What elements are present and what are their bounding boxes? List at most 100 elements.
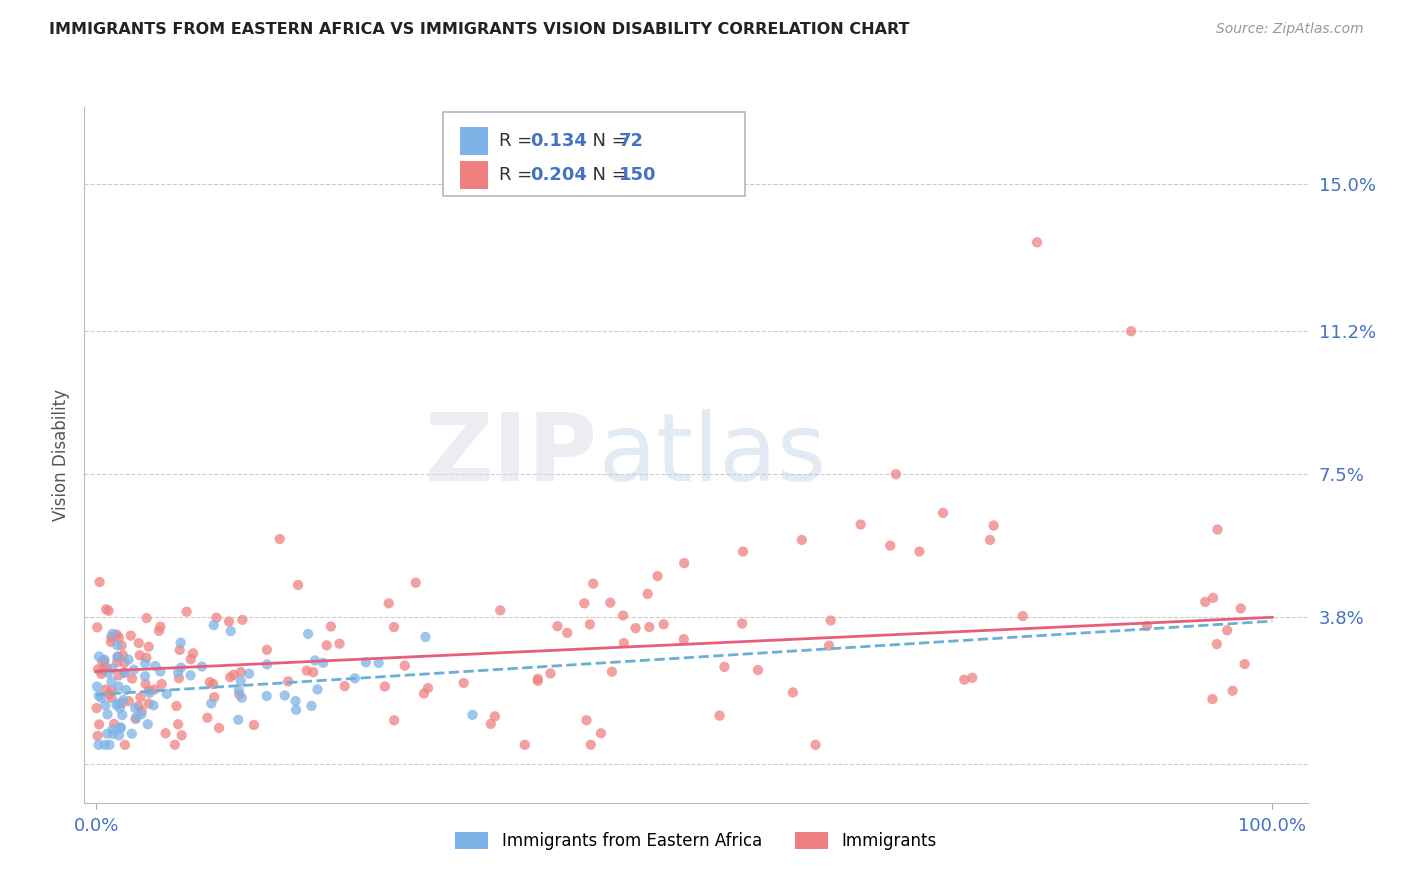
Point (115, 683, 138, 698)
Point (170, 636, 193, 650)
Point (579, 738, 602, 752)
Point (374, 680, 396, 694)
Point (170, 661, 193, 675)
Point (461, 707, 484, 722)
Point (790, 533, 813, 547)
Point (114, 738, 136, 752)
Point (96, 727, 118, 741)
Point (93, 654, 115, 668)
Point (416, 681, 439, 695)
Point (1136, 619, 1159, 633)
Point (143, 682, 166, 697)
Point (979, 533, 1001, 547)
Point (202, 618, 225, 632)
Point (208, 721, 231, 735)
Point (312, 656, 335, 670)
Point (1206, 523, 1229, 537)
Point (782, 685, 804, 699)
Point (301, 698, 323, 713)
Point (121, 727, 143, 741)
Point (197, 711, 219, 725)
Point (148, 624, 170, 638)
Point (125, 710, 148, 724)
Point (256, 642, 278, 657)
Point (101, 683, 124, 698)
Point (274, 689, 297, 703)
Point (589, 726, 612, 740)
Point (1216, 624, 1239, 638)
Point (983, 518, 1005, 533)
Point (297, 627, 319, 641)
Text: atlas: atlas (598, 409, 827, 501)
Point (96, 602, 118, 616)
Point (90, 667, 112, 681)
Point (228, 688, 250, 702)
Point (142, 698, 165, 713)
Point (101, 723, 124, 737)
Point (820, 614, 842, 628)
Point (382, 620, 405, 634)
Point (107, 668, 129, 682)
Point (624, 621, 647, 635)
Point (166, 699, 188, 714)
Y-axis label: Vision Disability: Vision Disability (52, 389, 70, 521)
Point (377, 596, 399, 610)
Point (111, 648, 134, 662)
Point (127, 699, 149, 714)
Point (107, 631, 129, 645)
Point (879, 539, 901, 553)
Point (86, 729, 108, 743)
Point (394, 658, 416, 673)
Point (87, 717, 110, 731)
Point (709, 708, 731, 723)
Point (149, 665, 172, 679)
Point (135, 650, 157, 665)
Point (111, 696, 134, 710)
Point (143, 659, 166, 673)
Point (170, 728, 193, 742)
Point (105, 627, 128, 641)
Point (128, 648, 150, 663)
Point (1205, 637, 1227, 651)
Point (101, 627, 124, 641)
Point (219, 624, 242, 638)
Point (117, 652, 139, 666)
Point (713, 660, 735, 674)
Point (180, 668, 202, 682)
Point (405, 575, 427, 590)
Text: R =: R = (499, 132, 538, 150)
Point (105, 655, 128, 669)
Point (231, 690, 253, 705)
Point (484, 709, 506, 723)
Point (112, 693, 135, 707)
Point (582, 576, 605, 591)
Point (489, 603, 512, 617)
Point (128, 636, 150, 650)
Point (354, 655, 377, 669)
Point (731, 616, 754, 631)
Point (285, 703, 308, 717)
Point (105, 650, 128, 665)
Text: ZIP: ZIP (425, 409, 598, 501)
Point (269, 532, 291, 546)
Point (747, 663, 769, 677)
Point (638, 620, 661, 634)
Point (98, 687, 121, 701)
Text: N =: N = (581, 166, 633, 184)
Point (134, 669, 156, 683)
Point (613, 636, 636, 650)
Point (100, 674, 122, 689)
Point (101, 661, 124, 675)
Point (673, 556, 696, 570)
Point (94, 698, 117, 713)
Point (526, 672, 548, 686)
Point (238, 666, 260, 681)
Point (219, 670, 242, 684)
Point (105, 698, 128, 712)
Point (100, 635, 122, 649)
Point (731, 544, 754, 558)
Text: IMMIGRANTS FROM EASTERN AFRICA VS IMMIGRANTS VISION DISABILITY CORRELATION CHART: IMMIGRANTS FROM EASTERN AFRICA VS IMMIGR… (49, 22, 910, 37)
Point (167, 665, 190, 680)
Point (169, 643, 191, 657)
Text: R =: R = (499, 166, 538, 184)
